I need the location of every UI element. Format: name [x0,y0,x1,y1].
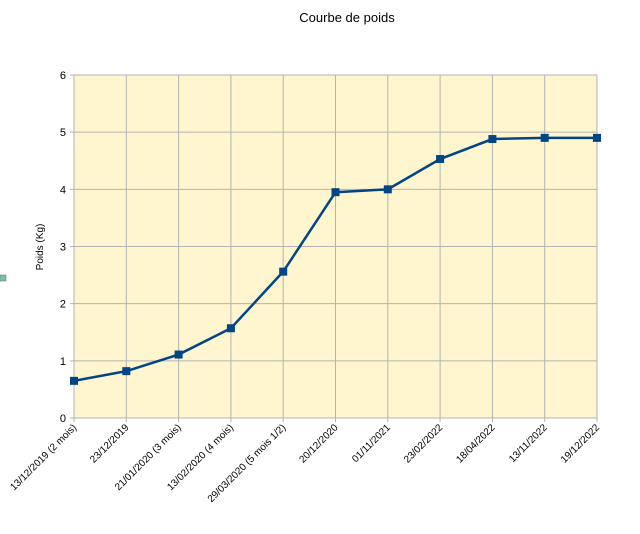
y-tick-label: 4 [60,184,66,196]
x-tick-label: 18/04/2022 [454,422,497,465]
data-point [488,135,497,144]
y-axis-label: Poids (Kg) [35,224,46,271]
data-point [383,185,392,194]
x-tick-label: 23/02/2022 [402,422,445,465]
y-tick-label: 5 [60,127,66,139]
chart-title: Courbe de poids [299,10,395,25]
data-point [436,155,445,164]
data-point [279,267,288,276]
x-tick-label: 23/12/2019 [88,422,131,465]
data-point [122,367,131,376]
y-tick-label: 0 [60,413,66,425]
data-point [593,133,601,142]
y-tick-label: 1 [60,356,66,368]
y-tick-label: 3 [60,242,66,254]
legend-symbol [0,274,7,282]
data-point [540,133,549,142]
data-point [226,324,235,333]
y-tick-label: 6 [60,70,66,82]
x-tick-label: 19/12/2022 [559,422,602,465]
x-tick-label: 13/12/2019 (2 mois) [8,422,79,493]
x-tick-label: 20/12/2020 [297,422,340,465]
data-point [70,376,78,385]
x-tick-label: 13/11/2022 [507,422,550,465]
y-tick-label: 2 [60,299,66,311]
data-point [174,350,183,359]
x-tick-label: 01/11/2021 [350,422,393,465]
data-point [331,188,340,197]
